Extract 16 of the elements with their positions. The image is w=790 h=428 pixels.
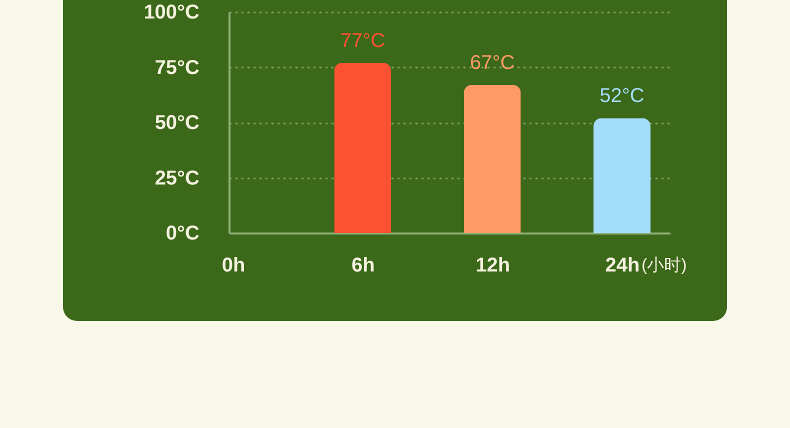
y-tick-label: 100°C — [144, 2, 200, 24]
y-tick-label: 0°C — [166, 222, 200, 244]
x-tick-label: 6h — [351, 254, 375, 276]
x-tick-label: 0h — [222, 254, 246, 276]
data-label: 52°C — [600, 85, 644, 108]
bar — [594, 118, 650, 233]
x-tick-label: 24h — [605, 254, 640, 276]
x-axis-title: (小时) — [642, 256, 687, 274]
y-tick-label: 50°C — [154, 112, 200, 134]
data-label: 77°C — [340, 30, 386, 52]
y-tick-label: 75°C — [154, 56, 200, 79]
bar — [464, 84, 521, 233]
x-tick-label: 12h — [476, 254, 510, 276]
bar — [334, 62, 392, 233]
y-tick-label: 25°C — [154, 167, 200, 190]
data-label: 67°C — [470, 52, 515, 74]
